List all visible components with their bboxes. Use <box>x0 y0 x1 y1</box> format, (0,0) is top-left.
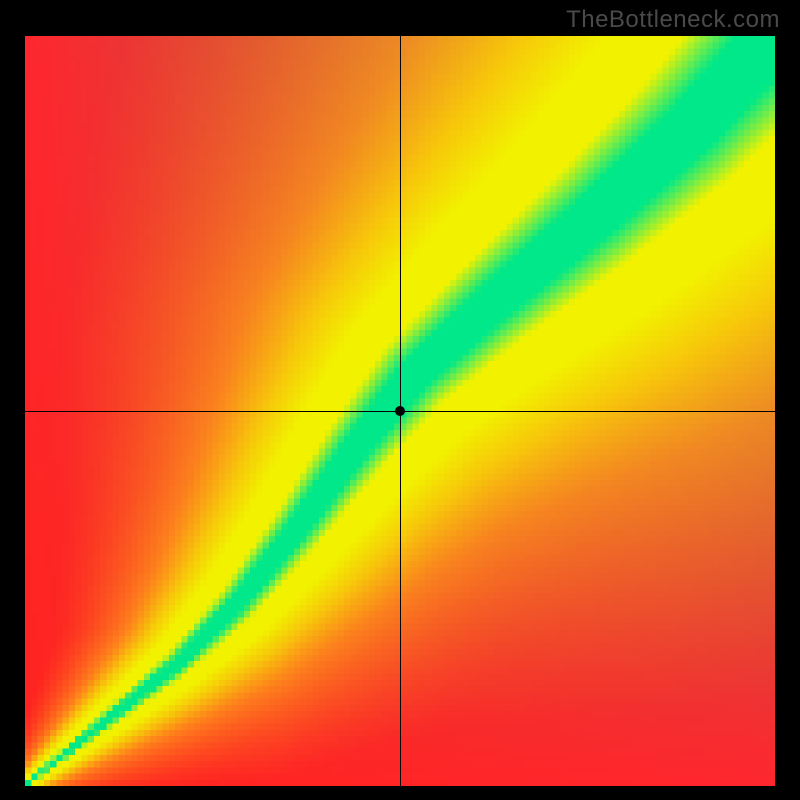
chart-container: TheBottleneck.com <box>0 0 800 800</box>
watermark-text: TheBottleneck.com <box>566 6 780 34</box>
center-marker-dot <box>395 406 405 416</box>
heatmap-plot-area <box>25 36 775 786</box>
